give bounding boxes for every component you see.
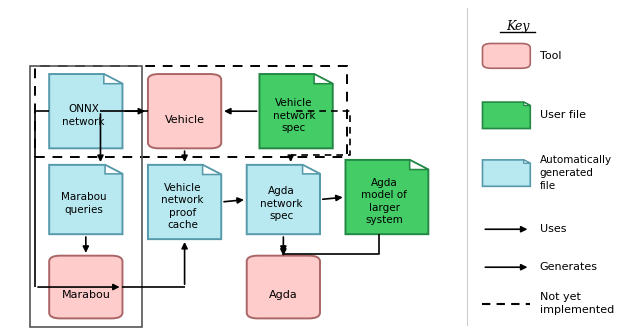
Text: Agda
network
spec: Agda network spec [260,186,303,221]
FancyBboxPatch shape [49,256,122,318]
Polygon shape [259,74,333,148]
Text: Generates: Generates [540,262,598,272]
Bar [30,66,141,327]
Text: Agda
model of
larger
system: Agda model of larger system [362,178,408,225]
Text: User file: User file [540,110,586,120]
Text: Automatically
generated
file: Automatically generated file [540,155,612,191]
Text: Uses: Uses [540,224,566,234]
Text: Vehicle
network
spec: Vehicle network spec [273,98,315,133]
Text: ONNX
network: ONNX network [62,105,105,127]
FancyBboxPatch shape [148,74,221,148]
Polygon shape [524,160,531,163]
FancyBboxPatch shape [483,44,531,68]
Polygon shape [483,160,531,186]
FancyBboxPatch shape [246,256,320,318]
Polygon shape [303,165,320,174]
Text: Key: Key [506,20,529,33]
Polygon shape [410,160,428,169]
Text: Marabou: Marabou [61,290,110,300]
Polygon shape [314,74,333,84]
Text: Tool: Tool [540,51,561,61]
Text: Marabou
queries: Marabou queries [61,192,106,215]
Text: Vehicle: Vehicle [164,115,205,125]
Polygon shape [49,74,122,148]
Polygon shape [105,165,122,174]
Polygon shape [483,102,531,129]
Bar [35,66,347,157]
Polygon shape [148,165,221,239]
Polygon shape [524,102,531,106]
Text: Vehicle
network
proof
cache: Vehicle network proof cache [161,183,204,230]
Polygon shape [246,165,320,234]
Polygon shape [104,74,122,84]
Polygon shape [203,165,221,174]
Text: Not yet
implemented: Not yet implemented [540,292,614,315]
Text: Agda: Agda [269,290,298,300]
Polygon shape [49,165,122,234]
Polygon shape [346,160,428,234]
